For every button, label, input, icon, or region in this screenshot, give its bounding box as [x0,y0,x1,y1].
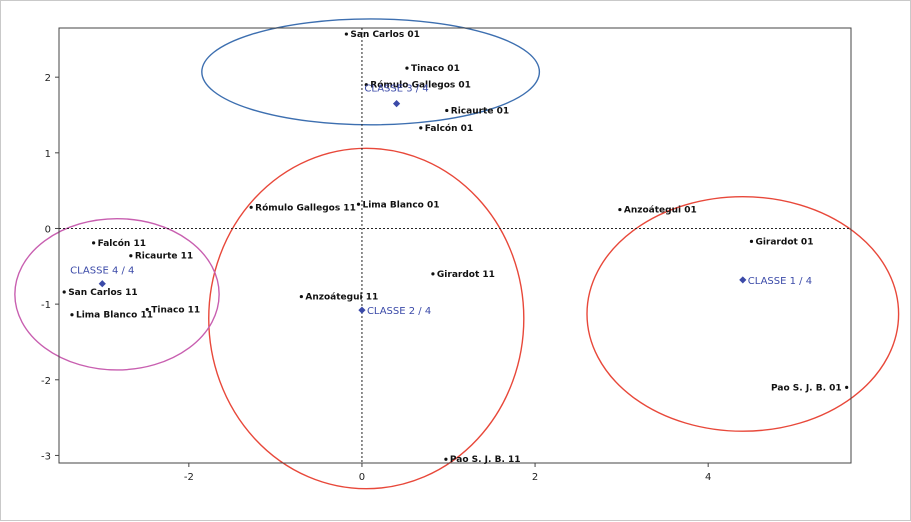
data-point-label: Girardot 11 [437,270,495,280]
axes: -2 0 2 4 -3 -2 -1 0 1 2 [41,27,852,483]
cluster-ellipse [208,147,525,490]
x-tick-label: -2 [184,472,194,483]
data-point [431,272,435,276]
x-tick-label: 0 [359,472,365,483]
cluster-ellipse [14,217,220,371]
centroid-label: CLASSE 4 / 4 [70,266,134,277]
data-point [299,294,303,299]
data-point [62,290,66,294]
y-tick-label: 1 [45,149,51,160]
data-point [419,126,423,130]
data-point-label: Rómulo Gallegos 11 [255,202,356,213]
y-tick-label: -1 [41,300,51,311]
y-tick-label: -3 [41,451,51,462]
centroid-label: CLASSE 3 / 4 [364,84,428,95]
data-point [618,207,622,212]
data-point [364,83,368,87]
data-point [356,202,361,206]
data-point-label: Tinaco 01 [411,64,460,74]
data-point-label: Falcón 11 [98,238,146,249]
data-point [249,205,253,209]
data-point-label: Lima Blanco 01 [362,200,439,210]
data-point [845,385,849,389]
plot-border [58,27,852,464]
data-point-label: Anzoátegui 01 [624,206,697,216]
x-tick-label: 2 [532,472,538,483]
data-point-label: Pao S. J. B. 01 [771,383,842,393]
observation-points: San Carlos 01 Tinaco 01 Rómulo Gallegos 01… [62,30,849,465]
data-point-label: Anzoátegui 11 [305,293,378,303]
data-point-label: San Carlos 11 [68,288,138,298]
data-point [444,457,448,461]
data-point [405,66,409,70]
data-point [344,32,348,36]
cluster-ellipse [586,196,900,432]
data-point [445,108,449,113]
y-tick-label: -2 [41,376,51,387]
data-point [92,241,96,245]
y-tick-label: 0 [45,224,51,235]
data-point-label: San Carlos 01 [350,30,420,40]
centroid-marker [392,100,401,108]
cluster-ellipses [14,18,900,490]
data-point-label: Ricaurte 11 [135,252,193,262]
data-point-label: Pao S. J. B. 11 [450,455,521,465]
centroid-label: CLASSE 1 / 4 [748,276,812,287]
data-point [145,307,149,312]
y-tick-label: 2 [45,73,51,84]
cluster-ellipse [201,18,541,126]
centroid-label: CLASSE 2 / 4 [367,306,431,317]
centroid-marker [739,276,747,284]
data-point [129,254,133,258]
data-point [70,313,74,317]
data-point-label: Girardot 01 [755,237,813,247]
data-point-label: Tinaco 11 [151,305,200,315]
x-tick-label: 4 [705,472,711,483]
centroid-marker [358,306,366,314]
data-point-label: Rómulo Gallegos 01 [370,80,471,91]
data-point-label: Lima Blanco 11 [76,311,153,321]
data-point [749,239,754,243]
data-point-label: Falcón 01 [425,123,473,134]
data-point-label: Ricaurte 01 [451,106,509,116]
class-centroids: CLASSE 1 / 4 CLASSE 2 / 4 CLASSE 3 / 4 CLAS… [70,84,812,318]
centroid-marker [98,280,106,288]
